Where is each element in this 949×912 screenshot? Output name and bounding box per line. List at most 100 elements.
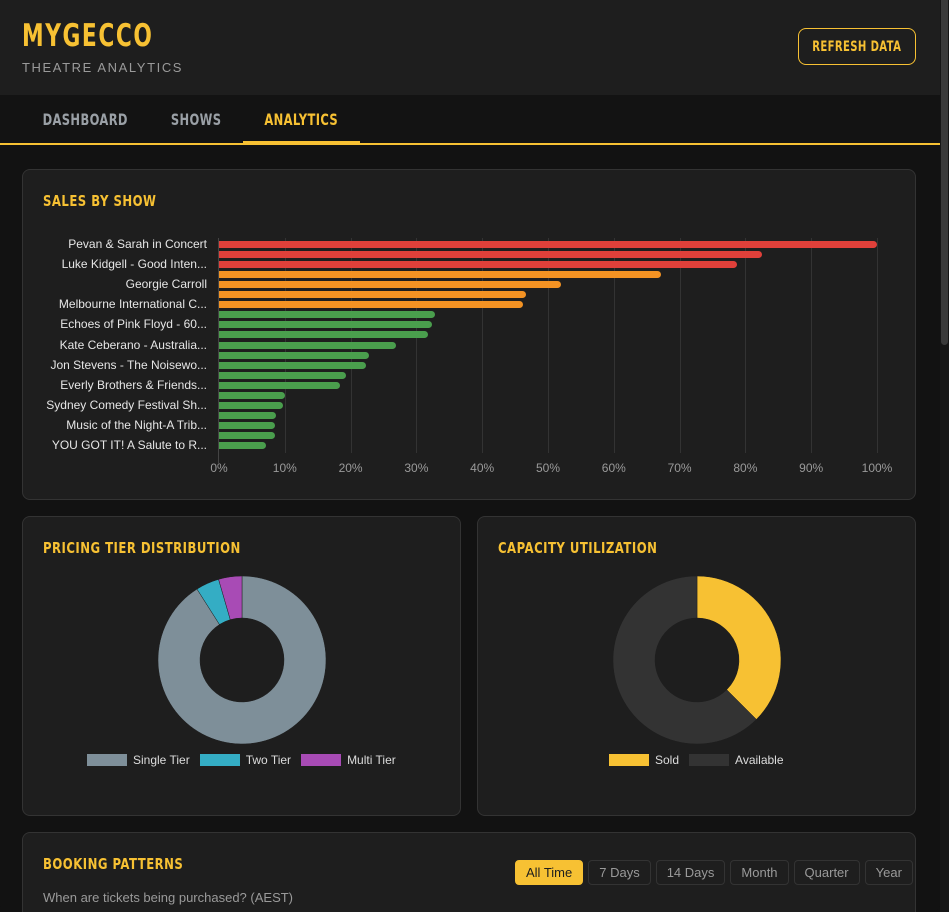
sales-bar[interactable]	[219, 301, 523, 309]
x-tick-label: 60%	[601, 461, 626, 475]
donut-segment[interactable]	[612, 575, 757, 745]
filter-quarter[interactable]: Quarter	[793, 860, 860, 885]
sales-bar[interactable]	[219, 421, 275, 429]
pricing-tier-title: PRICING TIER DISTRIBUTION	[43, 539, 241, 557]
x-tick-label: 90%	[799, 461, 824, 475]
sales-bar[interactable]	[219, 281, 562, 289]
grid-line	[416, 238, 418, 453]
filter-year[interactable]: Year	[864, 860, 913, 885]
grid-line	[679, 238, 681, 453]
multi-tier-label: Multi Tier	[347, 753, 396, 767]
sales-bar[interactable]	[219, 341, 396, 349]
sales-bar[interactable]	[219, 391, 286, 399]
filter-14-days[interactable]: 14 Days	[655, 860, 726, 885]
x-tick-label: 40%	[470, 461, 495, 475]
x-tick-label: 70%	[667, 461, 692, 475]
sales-bar[interactable]	[219, 251, 762, 259]
sales-bar[interactable]	[219, 311, 436, 319]
sales-bar[interactable]	[219, 241, 877, 248]
tab-analytics-label: ANALYTICS	[264, 109, 339, 129]
filter-7-days[interactable]: 7 Days	[588, 860, 651, 885]
sales-bar[interactable]	[219, 381, 341, 389]
sales-bar[interactable]	[219, 431, 275, 439]
sales-bar[interactable]	[219, 411, 277, 419]
booking-patterns-card: BOOKING PATTERNS When are tickets being …	[22, 832, 916, 912]
x-tick-label: 0%	[210, 461, 228, 475]
x-tick-label: 80%	[733, 461, 758, 475]
scrollbar-thumb[interactable]	[941, 0, 948, 345]
brand-subtitle: THEATRE ANALYTICS	[22, 60, 184, 75]
legend-multi-tier[interactable]: Multi Tier	[301, 753, 396, 767]
legend-available[interactable]: Available	[689, 753, 784, 767]
sales-bar[interactable]	[219, 361, 366, 369]
show-label: Everly Brothers & Friends...	[60, 377, 207, 392]
two-tier-label: Two Tier	[245, 753, 292, 767]
two-tier-swatch	[199, 754, 240, 766]
show-label: YOU GOT IT! A Salute to R...	[51, 438, 207, 452]
show-label: Melbourne International C...	[58, 297, 207, 312]
single-tier-label: Single Tier	[133, 753, 190, 767]
donut-segment[interactable]	[157, 575, 327, 745]
multi-tier-swatch	[301, 754, 342, 766]
show-label: Jon Stevens - The Noisewo...	[50, 357, 207, 372]
show-label: Kate Ceberano - Australia...	[59, 337, 207, 352]
brand-title: MYGECCO	[22, 18, 154, 54]
capacity-legend: Sold Available	[609, 753, 794, 767]
main-nav: DASHBOARD SHOWS ANALYTICS	[0, 95, 940, 145]
filter-all-time[interactable]: All Time	[515, 860, 584, 885]
tab-dashboard[interactable]: DASHBOARD	[22, 95, 149, 143]
sales-bar[interactable]	[219, 321, 433, 329]
available-label: Available	[735, 753, 784, 767]
refresh-data-button[interactable]: REFRESH DATA	[798, 28, 916, 65]
sales-bar[interactable]	[219, 271, 662, 279]
tab-shows-label: SHOWS	[170, 109, 222, 129]
app-header: MYGECCO THEATRE ANALYTICS REFRESH DATA	[0, 0, 940, 95]
sold-swatch	[609, 754, 649, 766]
sales-bar[interactable]	[219, 351, 370, 359]
filter-month[interactable]: Month	[730, 860, 789, 885]
tab-shows[interactable]: SHOWS	[149, 95, 243, 143]
sales-bar[interactable]	[219, 331, 429, 339]
x-tick-label: 50%	[535, 461, 561, 475]
x-tick-label: 20%	[338, 461, 363, 475]
legend-single-tier[interactable]: Single Tier	[87, 753, 190, 767]
show-label: Georgie Carroll	[125, 277, 207, 292]
sales-bar[interactable]	[219, 261, 737, 269]
pricing-tier-donut	[157, 575, 327, 750]
donut-segment[interactable]	[218, 575, 243, 620]
sales-bar[interactable]	[219, 291, 527, 299]
grid-line	[548, 238, 549, 453]
available-swatch	[689, 754, 730, 766]
sales-bar[interactable]	[219, 401, 284, 409]
sales-by-show-title: SALES BY SHOW	[43, 192, 157, 210]
sales-bar[interactable]	[219, 442, 267, 449]
x-axis-origin	[218, 238, 219, 463]
brand: MYGECCO THEATRE ANALYTICS	[22, 18, 191, 75]
sold-label: Sold	[655, 753, 680, 767]
grid-line	[745, 238, 747, 453]
show-label: Echoes of Pink Floyd - 60...	[60, 317, 207, 332]
legend-sold[interactable]: Sold	[609, 753, 679, 767]
tab-analytics[interactable]: ANALYTICS	[243, 95, 360, 145]
show-label: Sydney Comedy Festival Sh...	[46, 397, 207, 412]
x-tick-label: 100%	[861, 461, 893, 475]
donut-segment[interactable]	[696, 575, 782, 720]
sales-by-show-card: SALES BY SHOW 0% 10% 20% 30% 40% 50% 60% 70% 80%…	[22, 169, 916, 500]
capacity-title: CAPACITY UTILIZATION	[498, 539, 658, 557]
show-label: Luke Kidgell - Good Inten...	[61, 257, 207, 272]
tab-dashboard-label: DASHBOARD	[42, 109, 129, 129]
legend-two-tier[interactable]: Two Tier	[199, 753, 292, 767]
capacity-card: CAPACITY UTILIZATION Sold Available	[477, 516, 916, 816]
pricing-tier-card: PRICING TIER DISTRIBUTION Single Tier Tw…	[22, 516, 461, 816]
x-tick-label: 30%	[404, 461, 429, 475]
sales-by-show-chart: 0% 10% 20% 30% 40% 50% 60% 70% 80% 90% 100% Pevan &…	[23, 170, 915, 499]
refresh-data-label: REFRESH DATA	[812, 38, 902, 55]
capacity-donut	[612, 575, 782, 750]
show-label: Music of the Night-A Trib...	[66, 417, 207, 432]
sales-bar[interactable]	[219, 371, 346, 379]
page-scrollbar[interactable]	[940, 0, 949, 912]
grid-line	[811, 238, 813, 453]
show-label: Pevan & Sarah in Concert	[68, 237, 207, 251]
grid-line	[482, 238, 484, 453]
